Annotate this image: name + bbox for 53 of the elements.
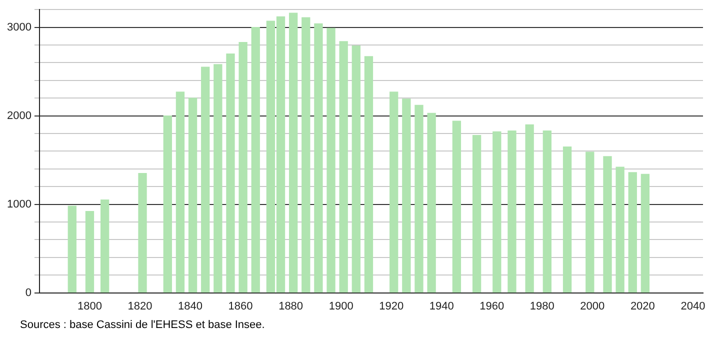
- x-tick-label: 1820: [128, 300, 152, 312]
- y-tick-label: 2000: [6, 110, 32, 122]
- bar: [339, 41, 348, 293]
- bar: [472, 134, 482, 293]
- bar: [188, 98, 198, 293]
- x-tick-label: 1840: [178, 300, 203, 312]
- bar: [100, 200, 110, 293]
- bar: [288, 12, 298, 293]
- bar: [85, 211, 94, 293]
- bar: [68, 206, 76, 293]
- bar: [427, 112, 436, 293]
- bar: [508, 130, 516, 293]
- bar: [492, 131, 502, 293]
- bar: [542, 130, 552, 293]
- bar: [302, 17, 310, 293]
- x-tick-label: 1860: [228, 300, 253, 312]
- bar: [352, 46, 360, 293]
- bar: [226, 54, 235, 293]
- bar: [603, 156, 612, 293]
- bar: [326, 28, 336, 293]
- y-tick-label: 0: [25, 286, 32, 299]
- bar: [640, 174, 650, 293]
- bar: [176, 92, 185, 293]
- x-tick-label: 1960: [480, 300, 504, 312]
- bar: [414, 104, 424, 293]
- bar: [238, 42, 248, 293]
- bar: [616, 166, 624, 293]
- x-tick-label: 1800: [77, 300, 102, 312]
- source-note: Sources : base Cassini de l'EHESS et base Insee.: [20, 319, 265, 331]
- y-tick-label: 1000: [6, 198, 32, 210]
- bar: [586, 152, 594, 293]
- x-tick-label: 1880: [278, 300, 304, 312]
- bar: [138, 172, 147, 293]
- bar: [214, 64, 222, 293]
- y-tick-label: 3000: [6, 21, 32, 34]
- bar: [390, 92, 398, 293]
- x-tick-label: 1920: [379, 300, 404, 312]
- bar: [402, 98, 411, 293]
- bar: [562, 146, 572, 293]
- bar: [314, 23, 323, 293]
- bar: [163, 115, 172, 293]
- x-tick-label: 2040: [680, 300, 706, 312]
- x-tick-label: 1940: [429, 300, 454, 312]
- bar: [251, 26, 260, 293]
- bar: [628, 172, 637, 293]
- bar: [452, 120, 462, 293]
- bar: [364, 56, 374, 293]
- x-tick-label: 1900: [328, 300, 354, 312]
- x-tick-label: 1980: [530, 300, 554, 312]
- bar: [525, 124, 534, 293]
- x-tick-label: 2000: [580, 300, 605, 312]
- bar: [201, 66, 210, 293]
- x-tick-label: 2020: [630, 300, 655, 312]
